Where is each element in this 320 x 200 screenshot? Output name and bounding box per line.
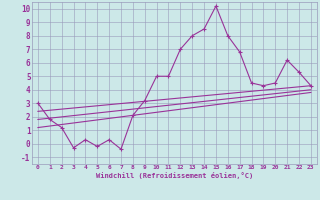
X-axis label: Windchill (Refroidissement éolien,°C): Windchill (Refroidissement éolien,°C) <box>96 172 253 179</box>
